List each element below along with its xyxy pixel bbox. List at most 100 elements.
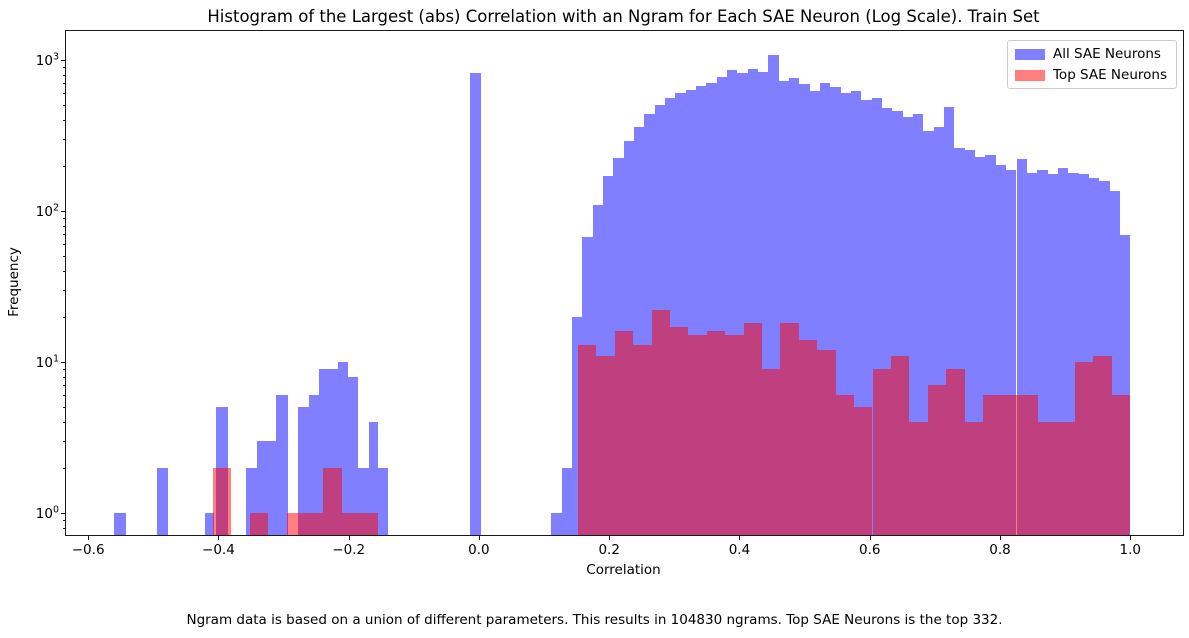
histogram-bar — [768, 55, 779, 535]
histogram-bar — [737, 73, 748, 535]
histogram-bar — [706, 331, 726, 535]
all-sae-neurons-swatch — [1014, 48, 1045, 60]
histogram-bar — [551, 513, 562, 535]
histogram-bar — [1006, 169, 1017, 535]
histogram-bar — [561, 467, 572, 535]
histogram-bar — [830, 87, 841, 535]
chart-title: Histogram of the Largest (abs) Correlati… — [207, 7, 1040, 26]
plot-area: −0.6 −0.4 −0.2 0.0 0.2 0.4 0.6 0.8 1.0 100 101 102 1… — [36, 30, 1184, 558]
y-minor-tick-mark — [63, 422, 66, 424]
histogram-bar — [675, 93, 686, 535]
y-tick-label: 100 — [35, 504, 59, 522]
y-minor-tick-mark — [63, 165, 66, 167]
histogram-bar — [205, 513, 215, 535]
legend-label: Top SAE Neurons — [1052, 67, 1167, 83]
histogram-bar — [892, 110, 903, 535]
histogram-bar — [275, 395, 289, 535]
y-minor-tick-mark — [63, 83, 66, 85]
histogram-bar — [923, 130, 934, 535]
histogram-bar — [1093, 355, 1112, 535]
y-minor-tick-mark — [63, 256, 66, 258]
y-minor-tick-mark — [63, 407, 66, 409]
histogram-bar — [1019, 395, 1039, 535]
y-minor-tick-mark — [63, 66, 66, 68]
histogram-bar — [902, 116, 914, 535]
y-minor-tick-mark — [63, 120, 66, 122]
histogram-bar — [1056, 422, 1075, 535]
histogram-bar — [975, 156, 986, 535]
histogram-bar — [727, 69, 738, 535]
y-tick-label: 102 — [35, 202, 59, 220]
x-tick-mark — [609, 535, 611, 540]
histogram-bar — [1047, 174, 1058, 535]
histogram-bar — [157, 467, 168, 535]
x-tick-mark — [88, 535, 90, 540]
x-tick-mark — [869, 535, 871, 540]
y-minor-tick-mark — [63, 316, 66, 318]
histogram-bar — [982, 395, 1002, 535]
histogram-bar — [1038, 422, 1057, 535]
histogram-bar — [1111, 395, 1131, 535]
y-minor-tick-mark — [63, 467, 66, 469]
histogram-bar — [249, 513, 268, 535]
y-minor-tick-mark — [63, 234, 66, 236]
histogram-bar — [817, 350, 836, 535]
histogram-bar — [1026, 173, 1038, 535]
y-minor-tick-mark — [63, 519, 66, 521]
histogram-bar — [964, 422, 983, 535]
y-minor-tick-mark — [63, 527, 66, 529]
histogram-bar — [308, 395, 319, 535]
histogram-bar — [840, 93, 852, 535]
x-tick-mark — [739, 535, 741, 540]
histogram-bar — [946, 368, 965, 535]
y-minor-tick-mark — [63, 440, 66, 442]
histogram-bar — [669, 327, 689, 535]
histogram-bar — [725, 335, 744, 535]
histogram-bar — [337, 362, 348, 535]
y-tick-mark — [61, 211, 66, 212]
y-minor-tick-mark — [63, 395, 66, 397]
histogram-bar — [927, 385, 947, 535]
histogram-bar — [758, 72, 769, 535]
y-minor-tick-mark — [63, 289, 66, 291]
histogram-bar — [995, 164, 1007, 535]
histogram-bar — [256, 440, 276, 535]
y-minor-tick-mark — [63, 138, 66, 140]
histogram-bar — [633, 344, 652, 535]
x-tick-mark — [348, 535, 350, 540]
legend: All SAE Neurons Top SAE Neurons — [1006, 40, 1177, 89]
histogram-bar — [944, 107, 955, 535]
histogram-bar — [809, 90, 821, 535]
histogram-bar — [297, 407, 309, 535]
histogram-bar — [985, 154, 996, 535]
y-minor-tick-mark — [63, 217, 66, 219]
y-tick-label: 103 — [35, 51, 59, 69]
y-minor-tick-mark — [63, 105, 66, 107]
y-minor-tick-mark — [63, 93, 66, 95]
histogram-bar — [851, 90, 862, 535]
histogram-bar — [571, 316, 583, 535]
x-tick-label: 0.0 — [468, 542, 490, 558]
legend-item-all-sae-neurons: All SAE Neurons — [1014, 46, 1167, 62]
histogram-bar — [1119, 235, 1131, 535]
histogram-bar — [348, 376, 358, 535]
histogram-bar — [1057, 168, 1069, 535]
histogram-bar — [596, 355, 615, 535]
histogram-bar — [664, 97, 676, 535]
histogram-bar — [651, 310, 670, 535]
x-tick-mark — [999, 535, 1001, 540]
histogram-bar — [113, 513, 126, 535]
y-tick-mark — [61, 60, 66, 61]
x-tick-label: −0.6 — [71, 542, 105, 558]
y-tick-label: 101 — [35, 353, 59, 371]
histogram-bar — [820, 82, 831, 535]
x-tick-label: −0.2 — [332, 542, 366, 558]
histogram-bar — [377, 467, 388, 535]
histogram-bar — [778, 80, 790, 535]
histogram-bar — [695, 86, 707, 535]
histogram-bar — [890, 355, 910, 535]
histogram-bar — [1068, 173, 1079, 535]
y-minor-tick-mark — [63, 385, 66, 387]
histogram-bar — [323, 467, 342, 535]
